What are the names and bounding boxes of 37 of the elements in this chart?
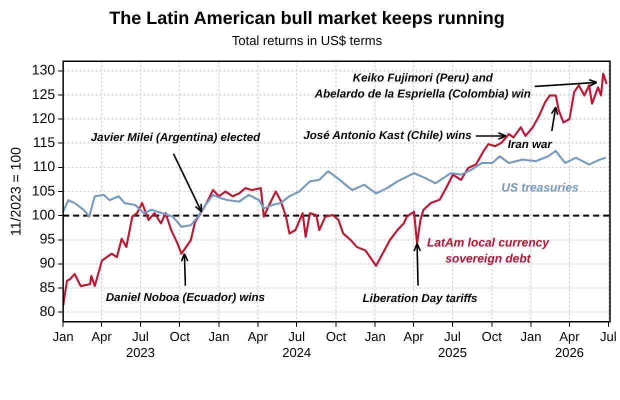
annotation: Daniel Noboa (Ecuador) wins bbox=[106, 292, 265, 304]
y-tick-label: 90 bbox=[40, 254, 56, 271]
x-tick-label: Apr bbox=[248, 329, 269, 344]
y-tick-label: 120 bbox=[32, 110, 56, 126]
chart-subtitle: Total returns in US$ terms bbox=[232, 32, 383, 48]
x-tick-label: Jul 2023 bbox=[126, 329, 155, 360]
annotation: Liberation Day tariffs bbox=[362, 292, 478, 305]
y-tick-label: 80 bbox=[40, 303, 56, 320]
x-tick-label: Apr 2026 bbox=[554, 329, 584, 360]
chart-title: The Latin American bull market keeps running bbox=[109, 8, 505, 28]
y-tick-label: 105 bbox=[32, 182, 56, 198]
x-tick-label: Jan bbox=[208, 329, 230, 344]
x-tick-label: Apr bbox=[91, 329, 112, 344]
y-axis-title: 11/2023 = 100 bbox=[7, 146, 24, 236]
annotation: Javier Milei (Argentina) elected bbox=[90, 132, 262, 144]
y-tick-label: 125 bbox=[32, 86, 56, 102]
x-tick-label: Oct bbox=[482, 329, 502, 344]
y-tick-label: 130 bbox=[32, 62, 56, 78]
annotation: José Antonio Kast (Chile) wins bbox=[303, 130, 472, 142]
y-tick-label: 95 bbox=[40, 230, 56, 247]
x-tick-label: Jan bbox=[52, 329, 74, 344]
series-label: LatAm local currency sovereign debt bbox=[426, 235, 550, 266]
x-tick-label: Jan bbox=[520, 329, 542, 344]
y-tick-label: 110 bbox=[32, 158, 56, 174]
x-tick-label: Jul 2025 bbox=[438, 329, 467, 360]
y-tick-label: 115 bbox=[32, 134, 56, 150]
x-tick-label: Oct bbox=[170, 329, 190, 344]
x-tick-label: Jan bbox=[364, 329, 386, 344]
x-tick-label: Apr bbox=[404, 329, 424, 344]
y-tick-label: 85 bbox=[40, 278, 56, 295]
annotation: Iran war bbox=[508, 139, 552, 152]
series-label: US treasuries bbox=[501, 180, 580, 194]
y-tick-label: 100 bbox=[32, 206, 56, 222]
annotation: Keiko Fujimori (Peru) and Abelardo de la Espriella (Colombia) win bbox=[314, 72, 531, 101]
x-tick-label: Jul bbox=[600, 329, 617, 344]
x-tick-label: Oct bbox=[326, 329, 346, 344]
x-tick-label: Jul 2024 bbox=[282, 329, 312, 360]
